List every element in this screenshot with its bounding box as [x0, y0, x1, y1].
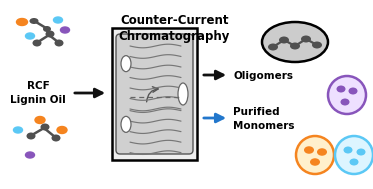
Ellipse shape — [29, 18, 38, 24]
Circle shape — [296, 136, 334, 174]
Ellipse shape — [341, 98, 350, 105]
FancyBboxPatch shape — [116, 34, 193, 154]
Text: Oligomers: Oligomers — [233, 71, 293, 81]
Ellipse shape — [13, 127, 22, 133]
Ellipse shape — [317, 148, 327, 156]
Ellipse shape — [310, 158, 320, 166]
Ellipse shape — [279, 36, 289, 43]
Ellipse shape — [301, 36, 311, 43]
Ellipse shape — [290, 43, 300, 50]
Ellipse shape — [357, 149, 366, 156]
Ellipse shape — [312, 42, 322, 49]
Ellipse shape — [121, 56, 131, 72]
Ellipse shape — [348, 88, 357, 94]
Ellipse shape — [304, 146, 314, 154]
Ellipse shape — [41, 123, 50, 130]
Ellipse shape — [26, 132, 35, 139]
Text: RCF
Lignin Oil: RCF Lignin Oil — [10, 81, 66, 105]
Circle shape — [335, 136, 373, 174]
Ellipse shape — [46, 30, 54, 37]
Ellipse shape — [25, 152, 34, 158]
Ellipse shape — [344, 146, 352, 153]
Circle shape — [328, 76, 366, 114]
Ellipse shape — [35, 116, 45, 123]
Ellipse shape — [16, 19, 28, 26]
Ellipse shape — [336, 85, 345, 92]
Ellipse shape — [53, 17, 63, 23]
Ellipse shape — [51, 135, 60, 142]
Ellipse shape — [43, 26, 51, 32]
Ellipse shape — [350, 159, 358, 166]
Text: Counter-Current
Chromatography: Counter-Current Chromatography — [119, 14, 230, 43]
Ellipse shape — [25, 33, 34, 39]
Ellipse shape — [60, 27, 69, 33]
Ellipse shape — [54, 40, 63, 46]
Ellipse shape — [32, 40, 41, 46]
Text: Purified
Monomers: Purified Monomers — [233, 107, 295, 131]
Ellipse shape — [268, 43, 278, 50]
Ellipse shape — [178, 83, 188, 105]
FancyBboxPatch shape — [112, 28, 197, 160]
Ellipse shape — [121, 116, 131, 132]
Ellipse shape — [57, 126, 67, 133]
Ellipse shape — [262, 22, 328, 62]
